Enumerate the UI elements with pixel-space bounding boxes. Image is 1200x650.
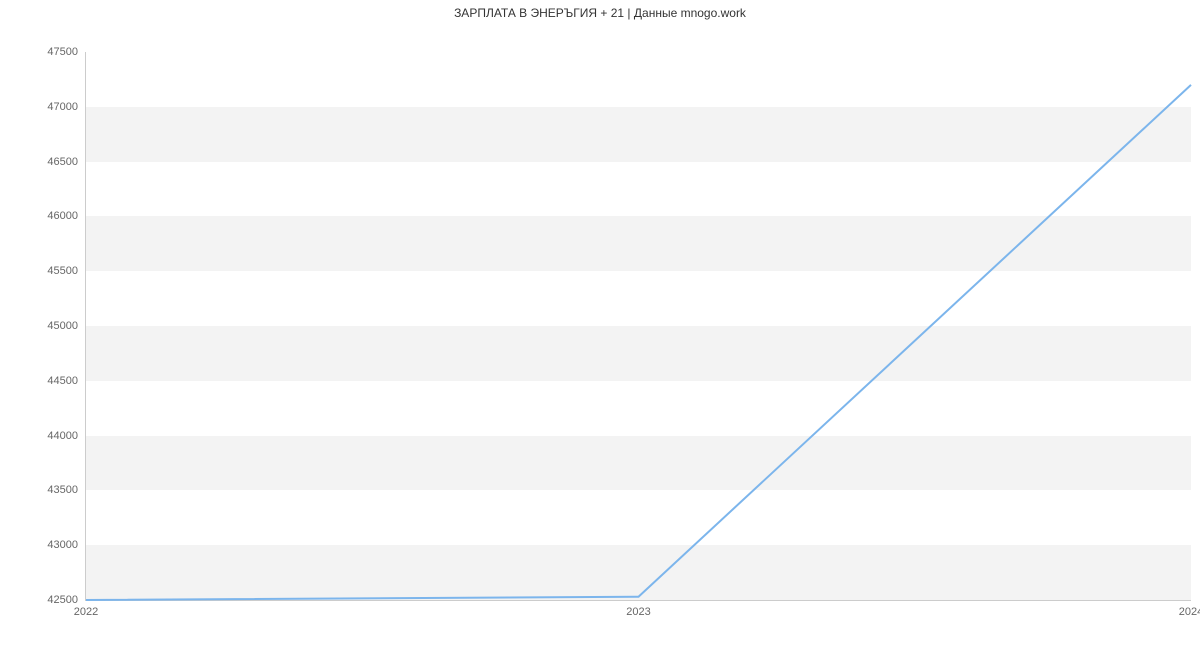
y-tick-label: 44000 (47, 430, 78, 442)
x-tick-label: 2024 (1179, 606, 1200, 618)
y-tick-label: 46500 (47, 156, 78, 168)
chart-container: ЗАРПЛАТА В ЭНЕРЪГИЯ + 21 | Данные mnogo.… (0, 0, 1200, 650)
y-tick-label: 43500 (47, 484, 78, 496)
series-line (86, 85, 1191, 600)
y-tick-label: 45500 (47, 265, 78, 277)
y-tick-label: 47500 (47, 46, 78, 58)
plot-area: 4250043000435004400044500450004550046000… (85, 52, 1191, 601)
y-tick-label: 47000 (47, 101, 78, 113)
line-layer (86, 52, 1191, 600)
y-tick-label: 46000 (47, 210, 78, 222)
y-tick-label: 45000 (47, 320, 78, 332)
x-tick-label: 2023 (626, 606, 650, 618)
y-tick-label: 43000 (47, 539, 78, 551)
x-tick-label: 2022 (74, 606, 98, 618)
y-tick-label: 42500 (47, 594, 78, 606)
chart-title: ЗАРПЛАТА В ЭНЕРЪГИЯ + 21 | Данные mnogo.… (0, 6, 1200, 20)
y-tick-label: 44500 (47, 375, 78, 387)
